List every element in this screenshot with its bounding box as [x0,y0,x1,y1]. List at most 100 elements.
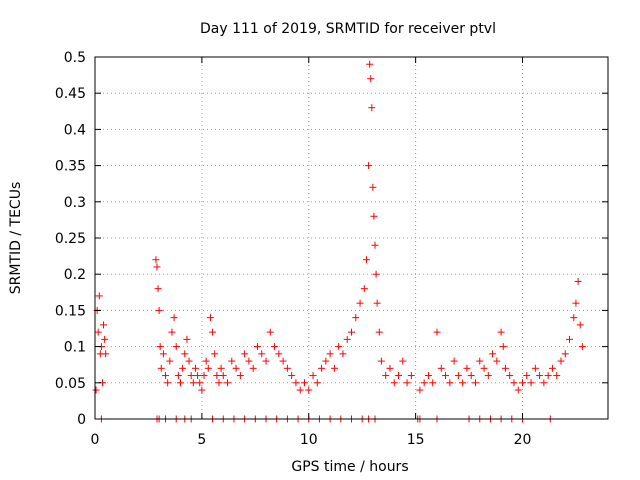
data-point [399,357,407,365]
data-point [467,372,475,380]
data-point [548,364,556,372]
data-point [576,321,584,329]
y-tick-label: 0.1 [64,340,86,356]
data-point [386,364,394,372]
data-points [92,60,586,394]
x-tick-label: 0 [91,432,100,448]
data-point [162,372,170,380]
data-point [262,357,270,365]
data-point [377,357,385,365]
data-point [572,299,580,307]
data-point [159,350,167,358]
data-point [574,277,582,285]
y-tick-label: 0.15 [55,303,86,319]
data-point [373,299,381,307]
data-point [194,372,202,380]
data-point [367,75,375,83]
data-point [362,256,370,264]
data-point [168,328,176,336]
data-point [499,343,507,351]
y-tick-label: 0.35 [55,159,86,175]
data-point [519,379,526,387]
data-point [204,364,212,372]
data-point [154,285,162,293]
data-point [296,386,304,394]
data-point [510,379,518,387]
data-point [164,379,172,387]
data-point [94,328,102,336]
data-point [166,357,174,365]
data-point [420,379,428,387]
data-point [365,162,373,170]
data-point [476,357,484,365]
data-point [544,372,552,380]
data-point [224,379,232,387]
data-point [92,386,100,394]
y-tick-label: 0.05 [55,376,86,392]
data-point [181,350,189,358]
data-point [292,379,300,387]
data-point [531,364,539,372]
data-point [191,364,199,372]
data-point [236,372,244,380]
data-point [266,328,274,336]
data-point [153,263,161,271]
data-point [102,350,110,358]
data-point [566,335,574,343]
data-point [375,328,383,336]
data-point [403,379,411,387]
data-point [506,372,514,380]
data-point [424,372,432,380]
data-point [241,350,249,358]
data-point [213,372,221,380]
data-point [433,328,441,336]
data-point [348,328,355,336]
data-point [339,350,347,358]
data-point [196,379,204,387]
data-point [258,350,266,358]
data-point [429,379,437,387]
x-tick-label: 15 [407,432,425,448]
data-point [179,364,187,372]
data-point [215,379,223,387]
data-point [493,357,501,365]
y-tick-label: 0.25 [55,231,86,247]
data-point [570,314,578,322]
data-point [211,350,219,358]
data-point [187,372,195,380]
data-point [395,372,403,380]
x-tick-label: 10 [300,432,318,448]
data-point [557,357,565,365]
data-point [371,241,379,249]
data-point [480,364,488,372]
data-point [101,335,109,343]
data-point [360,285,368,293]
data-point [416,386,424,394]
data-point [185,357,193,365]
data-point [318,364,326,372]
data-point [157,364,165,372]
data-point [578,343,586,351]
data-point [368,104,376,112]
data-point [446,379,454,387]
data-point [523,372,531,380]
data-point [471,379,479,387]
data-point [326,350,334,358]
data-point [536,372,544,380]
data-point [245,357,253,365]
data-point [407,372,415,380]
y-tick-label: 0 [77,412,86,428]
data-point [170,314,178,322]
data-point [390,379,398,387]
data-point [335,343,343,351]
x-axis-ticks: 0 5 10 15 20 [91,57,531,448]
data-point [459,379,467,387]
data-point [217,364,225,372]
data-point [514,386,522,394]
data-point [372,270,380,278]
data-point [313,379,321,387]
data-point [271,343,279,351]
data-point [370,212,378,220]
data-point [172,343,180,351]
